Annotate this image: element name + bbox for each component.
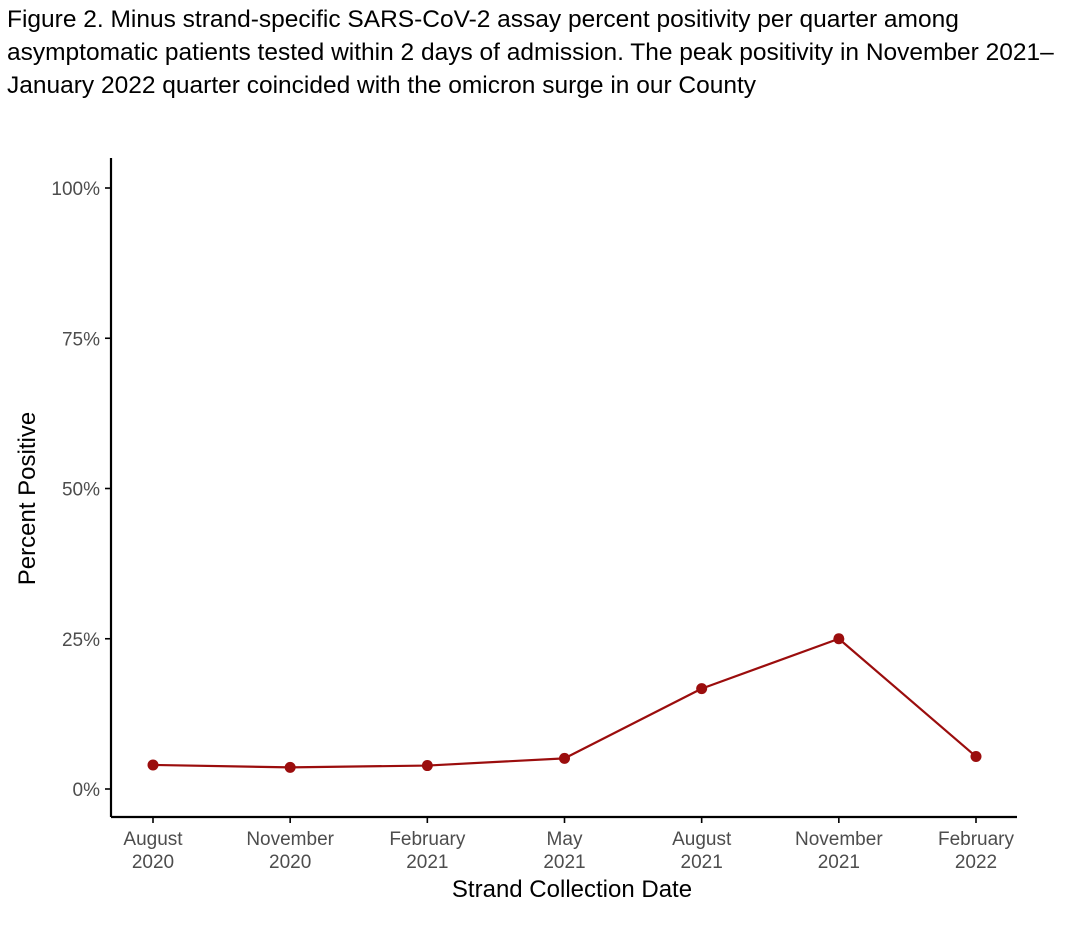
x-tick-label: 2020 xyxy=(269,852,311,873)
x-tick-label: 2021 xyxy=(818,852,860,873)
y-tick-label: 0% xyxy=(73,780,101,801)
x-tick-label: November xyxy=(795,829,883,850)
y-axis-ticks: 0% 25% 50% 75% 100% xyxy=(51,179,111,801)
x-axis-ticks: August2020November2020February2021May202… xyxy=(123,817,1015,873)
y-tick-label: 100% xyxy=(51,179,100,200)
series-layer xyxy=(147,633,982,773)
data-point xyxy=(147,759,159,771)
x-tick-label: November xyxy=(246,829,334,850)
y-axis-title: Percent Positive xyxy=(14,412,41,585)
x-tick-label: August xyxy=(672,829,732,850)
x-tick-label: 2021 xyxy=(543,852,585,873)
x-tick-label: 2021 xyxy=(406,852,448,873)
x-tick-label: 2021 xyxy=(681,852,723,873)
x-tick-label: 2022 xyxy=(955,852,997,873)
y-tick-label: 75% xyxy=(62,329,100,350)
data-point xyxy=(970,751,982,763)
x-tick-label: August xyxy=(123,829,183,850)
y-tick-label: 50% xyxy=(62,480,100,501)
data-point xyxy=(559,752,570,764)
y-tick-label: 25% xyxy=(62,630,100,651)
data-point xyxy=(833,633,845,645)
x-axis-title: Strand Collection Date xyxy=(452,876,692,903)
x-tick-label: February xyxy=(938,829,1015,850)
data-point xyxy=(696,683,708,695)
x-tick-label: May xyxy=(547,829,583,850)
series-line xyxy=(152,637,977,769)
data-point xyxy=(284,761,296,773)
x-tick-label: February xyxy=(389,829,466,850)
figure-caption: Figure 2. Minus strand-specific SARS-CoV… xyxy=(7,6,1054,99)
x-tick-label: 2020 xyxy=(132,852,174,873)
data-point xyxy=(421,760,433,772)
